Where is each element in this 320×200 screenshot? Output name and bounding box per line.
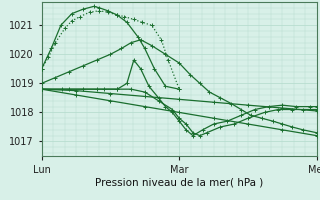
X-axis label: Pression niveau de la mer( hPa ): Pression niveau de la mer( hPa )	[95, 178, 263, 188]
